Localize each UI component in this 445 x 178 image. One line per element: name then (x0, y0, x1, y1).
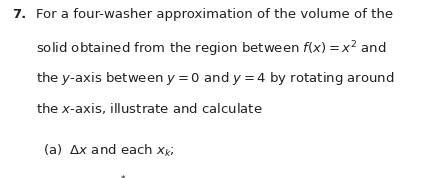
Text: the $x$-axis, illustrate and calculate: the $x$-axis, illustrate and calculate (36, 101, 263, 116)
Text: the $y$-axis between $y = 0$ and $y = 4$ by rotating around: the $y$-axis between $y = 0$ and $y = 4$… (36, 70, 395, 87)
Text: (b)  some $x_k^*$ in each subinterval $[x_{k-1}, x_k]$;: (b) some $x_k^*$ in each subinterval $[x… (43, 174, 329, 178)
Text: (a)  $\Delta x$ and each $x_k$;: (a) $\Delta x$ and each $x_k$; (43, 143, 174, 159)
Text: solid obtained from the region between $f(x) = x^2$ and: solid obtained from the region between $… (36, 39, 387, 59)
Text: 7.: 7. (12, 8, 27, 21)
Text: For a four-washer approximation of the volume of the: For a four-washer approximation of the v… (36, 8, 394, 21)
